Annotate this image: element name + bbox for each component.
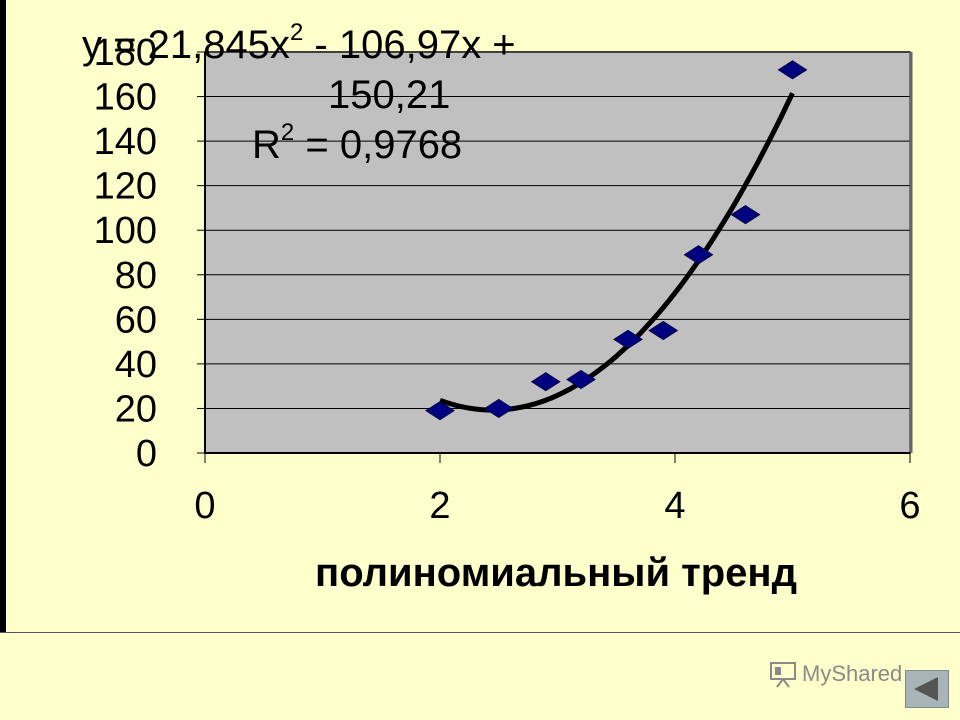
slide-bottom-rule [0,632,960,633]
equation-line-2: 150,21 [328,73,450,117]
ytick-label-60: 60 [115,299,157,341]
data-point-4 [613,329,643,349]
triangle-left-icon [914,677,938,701]
xtick-label-4: 4 [664,485,685,527]
data-points [425,60,808,421]
ytick-label-140: 140 [94,121,157,163]
watermark-text: MyShared [802,661,903,686]
xtick-label-0: 0 [194,485,215,527]
ytick-label-40: 40 [115,344,157,386]
ytick-label-180: 180 [94,32,157,74]
axes [197,51,913,463]
watermark: MyShared [768,658,902,690]
data-point-2 [530,372,561,392]
data-point-0 [425,401,455,421]
data-point-5 [648,320,679,341]
ytick-label-100: 100 [94,210,157,252]
x-axis-label: полиномиальный тренд [315,551,797,595]
data-point-1 [483,398,514,419]
ytick-label-120: 120 [94,166,157,208]
ytick-label-20: 20 [115,388,157,430]
plot-area [204,51,911,454]
x-tick-labels: 0 2 4 6 [194,485,920,527]
equation-line-1: y = 21,845x2 - 106,97x + [82,19,516,67]
data-point-3 [566,369,596,390]
data-point-7 [730,205,761,225]
xtick-label-6: 6 [899,485,920,527]
xtick-label-2: 2 [429,485,450,527]
presentation-icon [770,662,796,688]
ytick-label-0: 0 [136,433,157,475]
data-point-8 [777,60,808,80]
ytick-label-160: 160 [94,77,157,119]
ytick-label-80: 80 [115,255,157,297]
data-point-6 [683,245,714,265]
back-button[interactable] [905,670,949,708]
slide-left-bar [0,0,6,632]
r-squared-label: R2 = 0,9768 [252,119,462,167]
